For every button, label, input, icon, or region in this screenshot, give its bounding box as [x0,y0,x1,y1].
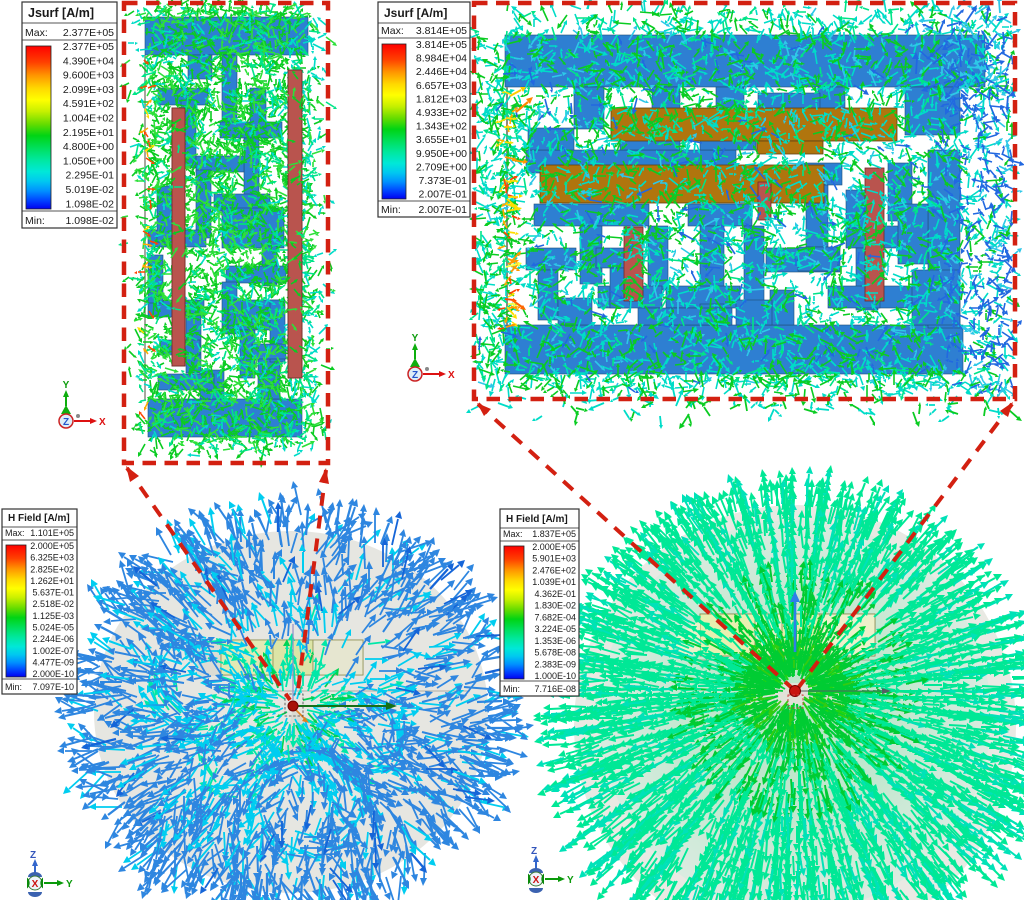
svg-text:1.262E+01: 1.262E+01 [30,576,74,586]
svg-text:8.984E+04: 8.984E+04 [416,53,467,65]
svg-text:Y: Y [63,380,70,391]
svg-text:Max:: Max: [5,528,25,538]
svg-text:Y: Y [66,879,73,890]
svg-text:2.195E+01: 2.195E+01 [63,127,114,139]
svg-text:X: X [99,417,106,428]
svg-text:2.000E-10: 2.000E-10 [32,669,74,679]
svg-text:2.446E+04: 2.446E+04 [416,66,467,78]
svg-text:1.098E-02: 1.098E-02 [66,198,115,210]
svg-text:1.830E-02: 1.830E-02 [534,601,576,611]
svg-text:6.657E+03: 6.657E+03 [416,80,467,92]
svg-text:1.050E+00: 1.050E+00 [63,155,114,167]
svg-text:X: X [32,879,39,890]
svg-text:Jsurf [A/m]: Jsurf [A/m] [28,6,94,20]
svg-text:1.837E+05: 1.837E+05 [532,529,576,539]
svg-text:Y: Y [567,875,574,886]
svg-text:7.716E-08: 7.716E-08 [534,684,576,694]
svg-text:H Field [A/m]: H Field [A/m] [8,513,70,524]
svg-text:1.353E-06: 1.353E-06 [534,636,576,646]
svg-text:1.125E-03: 1.125E-03 [32,611,74,621]
svg-text:Z: Z [63,417,69,428]
svg-text:4.477E-09: 4.477E-09 [32,657,74,667]
svg-text:2.518E-02: 2.518E-02 [32,599,74,609]
svg-text:2.377E+05: 2.377E+05 [63,41,114,53]
svg-text:5.678E-08: 5.678E-08 [534,648,576,658]
svg-text:Z: Z [531,846,537,857]
svg-text:1.004E+02: 1.004E+02 [63,113,114,125]
svg-text:Min:: Min: [5,682,22,692]
svg-text:Jsurf [A/m]: Jsurf [A/m] [384,6,447,20]
svg-text:3.814E+05: 3.814E+05 [416,39,467,51]
svg-text:Y: Y [412,333,419,344]
svg-text:2.000E+05: 2.000E+05 [30,541,74,551]
svg-text:1.343E+02: 1.343E+02 [416,121,467,133]
svg-text:X: X [448,370,455,381]
svg-text:1.039E+01: 1.039E+01 [532,577,576,587]
svg-text:Max:: Max: [503,529,523,539]
svg-text:Z: Z [30,850,36,861]
svg-text:7.097E-10: 7.097E-10 [32,682,74,692]
svg-text:2.295E-01: 2.295E-01 [66,170,115,182]
svg-text:X: X [533,875,540,886]
svg-text:H Field [A/m]: H Field [A/m] [506,514,568,525]
svg-text:5.637E-01: 5.637E-01 [32,588,74,598]
svg-text:2.099E+03: 2.099E+03 [63,84,114,96]
svg-text:5.019E-02: 5.019E-02 [66,184,115,196]
svg-text:2.383E-09: 2.383E-09 [534,659,576,669]
svg-text:4.800E+00: 4.800E+00 [63,141,114,153]
svg-text:3.655E+01: 3.655E+01 [416,134,467,146]
svg-text:2.000E+05: 2.000E+05 [532,542,576,552]
svg-text:9.600E+03: 9.600E+03 [63,70,114,82]
svg-text:4.362E-01: 4.362E-01 [534,589,576,599]
svg-text:3.224E-05: 3.224E-05 [534,624,576,634]
svg-text:9.950E+00: 9.950E+00 [416,148,467,160]
svg-text:Z: Z [412,370,418,381]
svg-text:1.812E+03: 1.812E+03 [416,93,467,105]
svg-text:7.682E-04: 7.682E-04 [534,612,576,622]
svg-text:4.591E+02: 4.591E+02 [63,98,114,110]
svg-text:1.000E-10: 1.000E-10 [534,671,576,681]
svg-text:7.373E-01: 7.373E-01 [419,175,468,187]
svg-text:4.933E+02: 4.933E+02 [416,107,467,119]
svg-text:Min:: Min: [381,204,401,216]
svg-text:5.024E-05: 5.024E-05 [32,622,74,632]
svg-text:1.101E+05: 1.101E+05 [30,528,74,538]
svg-text:2.377E+05: 2.377E+05 [63,27,114,39]
svg-text:1.098E-02: 1.098E-02 [66,215,115,227]
svg-text:2.244E-06: 2.244E-06 [32,634,74,644]
svg-text:2.476E+02: 2.476E+02 [532,565,576,575]
svg-text:Max:: Max: [25,27,48,39]
svg-text:1.002E-07: 1.002E-07 [32,646,74,656]
svg-text:3.814E+05: 3.814E+05 [416,25,467,37]
svg-text:Min:: Min: [25,215,45,227]
svg-text:2.709E+00: 2.709E+00 [416,161,467,173]
svg-text:2.007E-01: 2.007E-01 [419,204,468,216]
svg-text:4.390E+04: 4.390E+04 [63,55,114,67]
svg-text:5.901E+03: 5.901E+03 [532,554,576,564]
svg-text:Min:: Min: [503,684,520,694]
svg-text:6.325E+03: 6.325E+03 [30,553,74,563]
svg-text:2.825E+02: 2.825E+02 [30,564,74,574]
svg-text:Max:: Max: [381,25,404,37]
svg-text:2.007E-01: 2.007E-01 [419,189,468,201]
